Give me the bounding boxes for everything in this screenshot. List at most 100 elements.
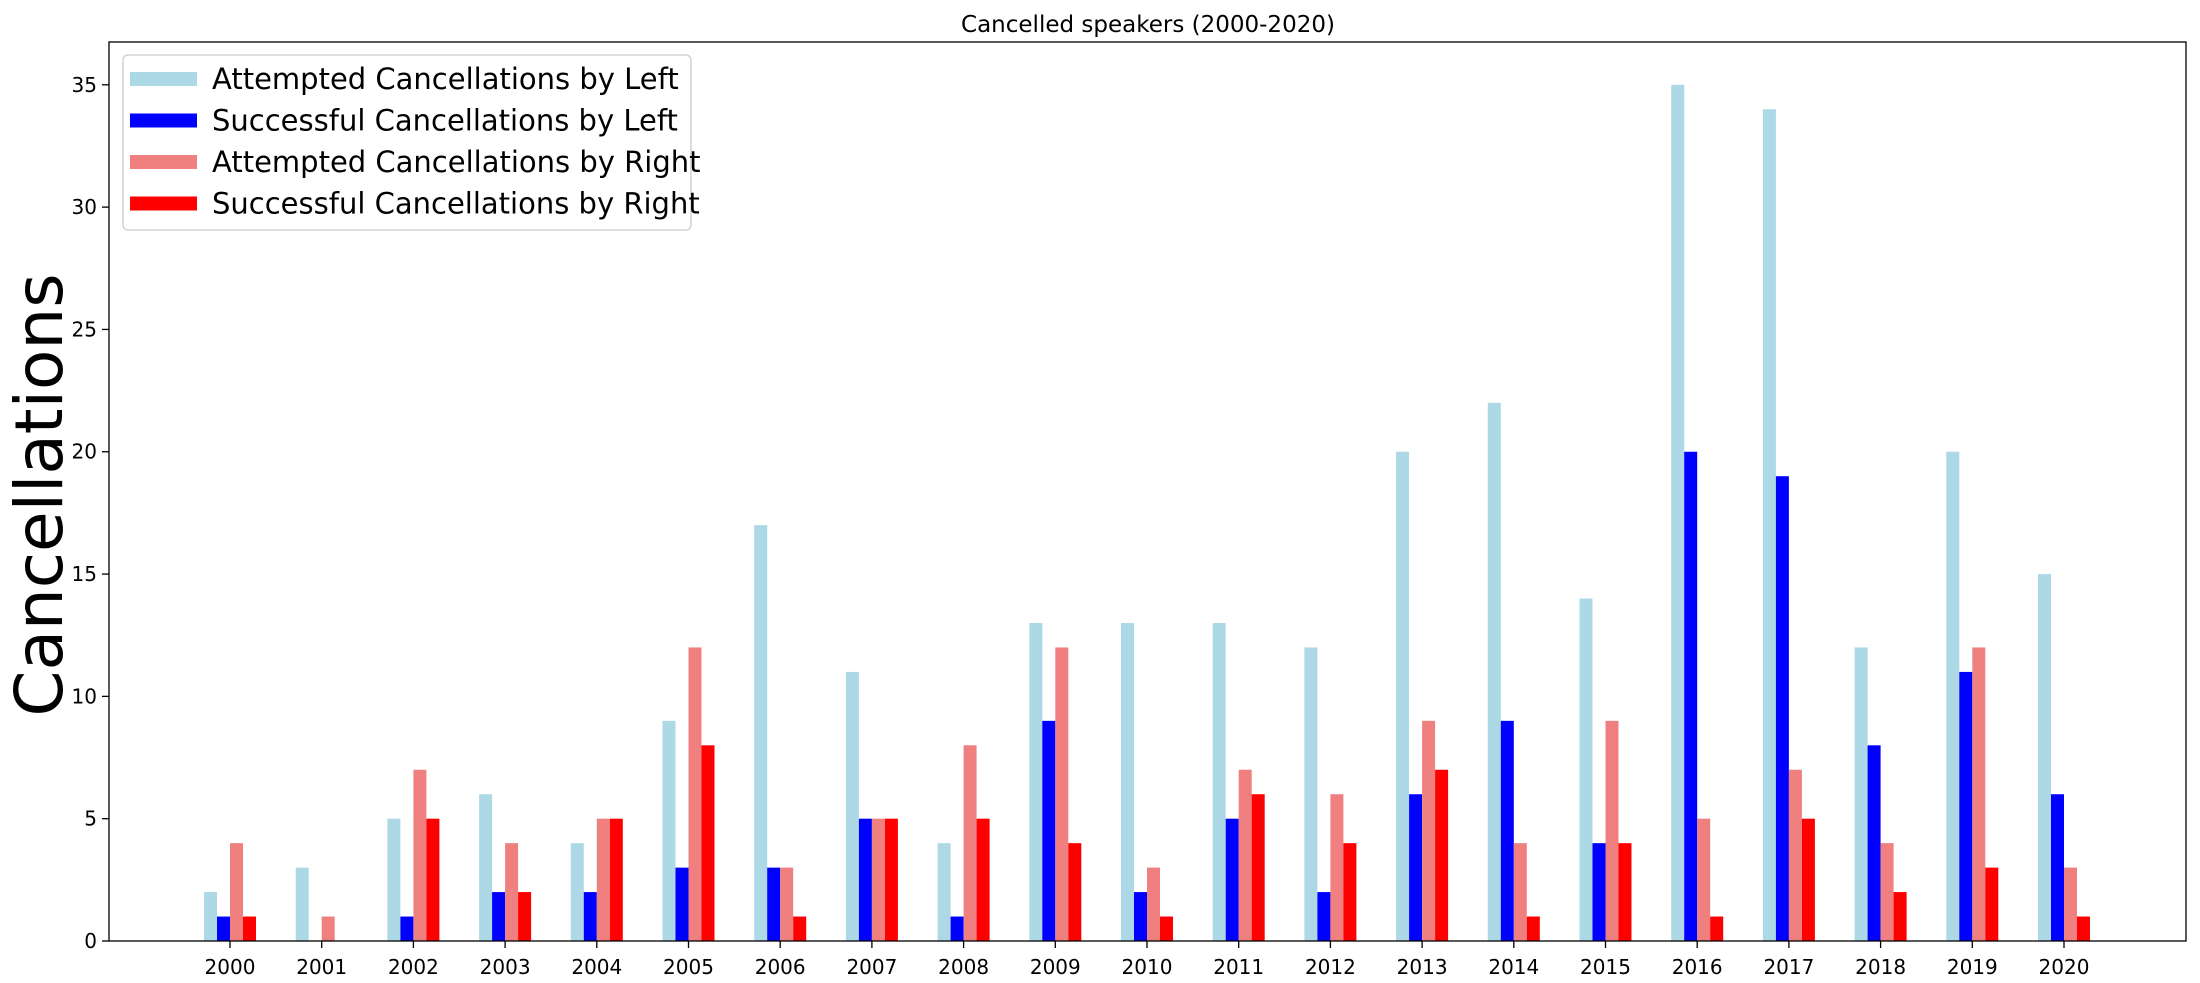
bar-2020-series-4 bbox=[2077, 916, 2090, 941]
bar-2005-series-2 bbox=[675, 867, 689, 941]
bar-2016-series-4 bbox=[1710, 916, 1724, 941]
bar-2020-series-3 bbox=[2064, 867, 2077, 941]
bar-2014-series-4 bbox=[1526, 916, 1540, 941]
bar-2014-series-1 bbox=[1487, 402, 1501, 941]
bar-2012-series-2 bbox=[1317, 892, 1331, 941]
bar-2007-series-1 bbox=[845, 671, 859, 941]
bar-2018-series-2 bbox=[1867, 745, 1881, 941]
bar-2000-series-3 bbox=[230, 843, 243, 941]
bar-2013-series-4 bbox=[1435, 769, 1449, 941]
x-tick-label: 2007 bbox=[846, 955, 897, 979]
y-tick-label: 20 bbox=[72, 440, 97, 464]
bar-2008-series-2 bbox=[950, 916, 964, 941]
bar-2011-series-4 bbox=[1251, 794, 1265, 941]
x-axis: 2000 2001 2002 2003 2004 2005 2006 2007 2008 2009… bbox=[205, 941, 2090, 979]
bar-2011-series-1 bbox=[1212, 622, 1226, 941]
x-tick-label: 2010 bbox=[1122, 955, 1173, 979]
bar-2010-series-4 bbox=[1160, 916, 1173, 941]
x-tick-label: 2011 bbox=[1213, 955, 1264, 979]
bar-2003-series-3 bbox=[505, 843, 519, 941]
bar-2019-series-1 bbox=[1946, 451, 1960, 941]
bar-2016-series-1 bbox=[1671, 84, 1685, 942]
legend-label: Successful Cancellations by Left bbox=[212, 104, 678, 138]
x-tick-label: 2016 bbox=[1672, 955, 1723, 979]
y-tick-label: 0 bbox=[84, 929, 97, 953]
x-tick-label: 2000 bbox=[205, 955, 256, 979]
x-tick-label: 2018 bbox=[1855, 955, 1906, 979]
bar-2008-series-1 bbox=[937, 843, 951, 941]
bar-2005-series-4 bbox=[701, 745, 715, 941]
bars-group bbox=[204, 84, 2090, 942]
bar-2010-series-3 bbox=[1147, 867, 1160, 941]
bar-2007-series-4 bbox=[884, 818, 898, 941]
legend-swatch bbox=[130, 155, 197, 169]
bar-2003-series-2 bbox=[492, 892, 506, 941]
bar-2006-series-4 bbox=[793, 916, 807, 941]
y-axis-label: Cancellations bbox=[1, 273, 78, 716]
bar-2006-series-1 bbox=[754, 525, 768, 941]
bar-2017-series-4 bbox=[1801, 818, 1815, 941]
bar-2005-series-1 bbox=[662, 720, 676, 941]
bar-2016-series-2 bbox=[1684, 451, 1698, 941]
bar-2018-series-3 bbox=[1880, 843, 1894, 941]
bar-2012-series-4 bbox=[1343, 843, 1357, 941]
x-tick-label: 2020 bbox=[2039, 955, 2090, 979]
legend-label: Successful Cancellations by Right bbox=[212, 187, 700, 221]
bar-2017-series-1 bbox=[1762, 109, 1776, 942]
legend: Attempted Cancellations by Left Successfu… bbox=[122, 54, 701, 231]
bar-2007-series-2 bbox=[858, 818, 872, 941]
bar-2008-series-3 bbox=[963, 745, 977, 941]
bar-2007-series-3 bbox=[871, 818, 885, 941]
bar-2008-series-4 bbox=[976, 818, 990, 941]
bar-2000-series-2 bbox=[217, 916, 230, 941]
bar-2017-series-2 bbox=[1775, 476, 1789, 941]
legend-swatch bbox=[130, 196, 197, 211]
bar-2013-series-1 bbox=[1396, 451, 1410, 941]
y-tick-label: 35 bbox=[72, 73, 97, 97]
bar-2015-series-1 bbox=[1579, 598, 1593, 941]
legend-box bbox=[122, 54, 692, 231]
bar-2018-series-1 bbox=[1854, 647, 1868, 941]
bar-2005-series-3 bbox=[688, 647, 702, 941]
chart-title: Cancelled speakers (2000-2020) bbox=[961, 12, 1335, 38]
bar-2019-series-3 bbox=[1972, 647, 1986, 941]
bar-2017-series-3 bbox=[1788, 769, 1802, 941]
bar-2013-series-2 bbox=[1409, 794, 1423, 941]
bar-2015-series-2 bbox=[1592, 843, 1606, 941]
legend-label: Attempted Cancellations by Right bbox=[212, 145, 701, 179]
x-tick-label: 2015 bbox=[1580, 955, 1631, 979]
y-tick-label: 10 bbox=[72, 684, 97, 708]
bar-2012-series-1 bbox=[1304, 647, 1318, 941]
bar-2011-series-2 bbox=[1225, 818, 1239, 941]
bar-2009-series-2 bbox=[1042, 720, 1056, 941]
bar-2002-series-4 bbox=[426, 818, 440, 941]
x-tick-label: 2014 bbox=[1488, 955, 1539, 979]
x-tick-label: 2001 bbox=[296, 955, 347, 979]
y-tick-label: 25 bbox=[72, 317, 97, 341]
bar-2001-series-3 bbox=[321, 916, 335, 941]
bar-2014-series-3 bbox=[1513, 843, 1527, 941]
bar-2009-series-3 bbox=[1055, 647, 1069, 941]
y-axis: 0 5 10 15 20 25 30 35 bbox=[72, 73, 109, 953]
bar-2010-series-2 bbox=[1134, 892, 1147, 941]
legend-swatch bbox=[130, 72, 197, 86]
bar-2004-series-3 bbox=[596, 818, 610, 941]
y-tick-label: 30 bbox=[72, 195, 97, 219]
bar-2009-series-4 bbox=[1068, 843, 1082, 941]
bar-2018-series-4 bbox=[1893, 892, 1907, 941]
bar-2019-series-2 bbox=[1959, 671, 1973, 941]
x-tick-label: 2002 bbox=[388, 955, 439, 979]
bar-2015-series-3 bbox=[1605, 720, 1619, 941]
x-tick-label: 2008 bbox=[938, 955, 989, 979]
x-tick-label: 2017 bbox=[1763, 955, 1814, 979]
y-tick-label: 15 bbox=[72, 562, 97, 586]
bar-2006-series-3 bbox=[780, 867, 794, 941]
bar-2000-series-4 bbox=[243, 916, 256, 941]
bar-2000-series-1 bbox=[204, 892, 217, 941]
legend-label: Attempted Cancellations by Left bbox=[212, 62, 679, 96]
bar-2010-series-1 bbox=[1121, 622, 1134, 941]
bar-2014-series-2 bbox=[1500, 720, 1514, 941]
x-tick-label: 2003 bbox=[480, 955, 531, 979]
bar-2004-series-2 bbox=[583, 892, 597, 941]
